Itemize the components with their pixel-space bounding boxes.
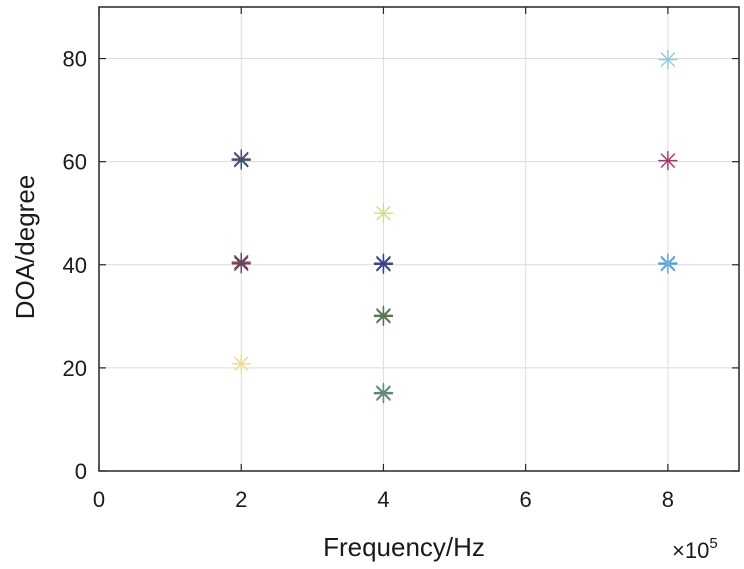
y-tick-label: 80 [63, 47, 87, 72]
x-tick-label: 8 [662, 487, 674, 512]
data-point [231, 254, 251, 274]
y-tick-label: 60 [63, 150, 87, 175]
data-point [658, 254, 678, 274]
plot-area [98, 6, 740, 472]
x-axis-label: Frequency/Hz [323, 532, 485, 562]
y-tick-label: 0 [75, 459, 87, 484]
x-tick-label: 6 [520, 487, 532, 512]
data-points [231, 49, 678, 404]
grid [99, 7, 739, 471]
data-point [373, 383, 394, 404]
data-point [231, 354, 251, 374]
x-tick-label: 2 [235, 487, 247, 512]
x-tick-label: 4 [377, 487, 389, 512]
data-point [658, 49, 678, 70]
y-tick-label: 40 [63, 253, 87, 278]
data-point [658, 150, 678, 171]
x-tick-label: 0 [93, 487, 105, 512]
data-point [373, 306, 394, 327]
data-point [231, 150, 251, 170]
y-axis-label: DOA/degree [10, 175, 40, 320]
x-axis-exponent: ×105 [672, 535, 718, 563]
y-tick-label: 20 [63, 356, 87, 381]
data-point [373, 203, 394, 223]
x-axis-exponent-power: 5 [709, 535, 717, 552]
x-axis-exponent-base: ×10 [672, 538, 709, 563]
data-point [373, 254, 394, 274]
